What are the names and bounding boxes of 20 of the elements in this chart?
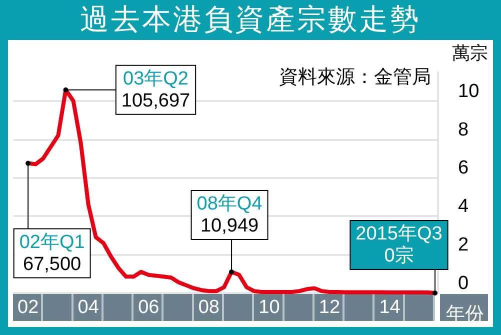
x-tick-label: 06 [138,297,160,318]
x-tick-label: 10 [258,297,280,318]
x-tick-label: 04 [78,297,100,318]
annotation: 03年Q2 105,697 [121,68,190,112]
annotation: 08年Q4 10,949 [196,193,263,236]
y-axis-title: 萬宗 [452,43,488,63]
y-tick-label: 0 [458,273,469,294]
chart-title: 過去本港負資產宗數走勢 [79,3,422,38]
x-tick-label: 14 [379,297,401,318]
y-tick-label: 10 [458,80,480,102]
x-tick-label: 02 [18,297,39,318]
annotation: 資料來源：金管局 [279,67,431,88]
y-tick-label: 8 [458,119,469,140]
y-tick-label: 2 [458,234,469,256]
x-tick-label: 08 [198,297,220,318]
x-tick-label: 12 [318,297,340,318]
y-tick-label: 4 [458,196,469,218]
y-tick-label: 6 [458,158,469,179]
annotation: 2015年Q3 0宗 [356,224,442,266]
annotation: 02年Q1 67,500 [19,232,85,275]
